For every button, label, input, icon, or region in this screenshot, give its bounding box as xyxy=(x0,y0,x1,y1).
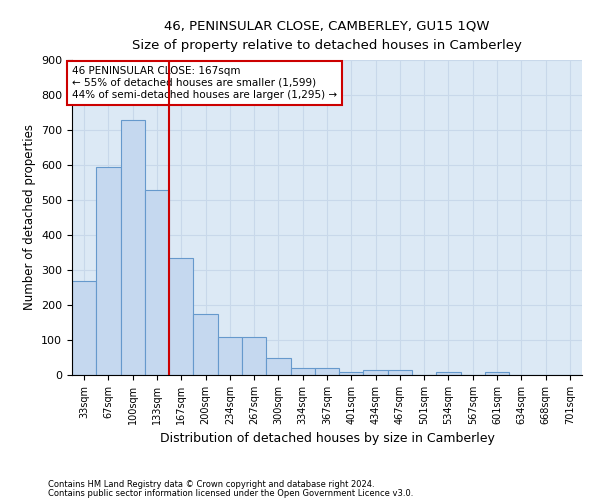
Bar xyxy=(242,336,266,375)
Bar xyxy=(96,167,121,375)
Bar xyxy=(485,372,509,375)
Bar xyxy=(72,280,96,375)
Bar xyxy=(436,372,461,375)
Text: Contains HM Land Registry data © Crown copyright and database right 2024.: Contains HM Land Registry data © Crown c… xyxy=(48,480,374,489)
Bar xyxy=(169,258,193,375)
Bar xyxy=(266,358,290,375)
Bar xyxy=(121,120,145,375)
Bar xyxy=(290,368,315,375)
Bar xyxy=(218,336,242,375)
Text: 46 PENINSULAR CLOSE: 167sqm
← 55% of detached houses are smaller (1,599)
44% of : 46 PENINSULAR CLOSE: 167sqm ← 55% of det… xyxy=(72,66,337,100)
Bar xyxy=(193,314,218,375)
Y-axis label: Number of detached properties: Number of detached properties xyxy=(23,124,35,310)
Bar xyxy=(388,370,412,375)
Text: Contains public sector information licensed under the Open Government Licence v3: Contains public sector information licen… xyxy=(48,488,413,498)
Bar xyxy=(145,190,169,375)
Bar xyxy=(364,370,388,375)
Bar xyxy=(315,368,339,375)
Bar xyxy=(339,372,364,375)
Title: 46, PENINSULAR CLOSE, CAMBERLEY, GU15 1QW
Size of property relative to detached : 46, PENINSULAR CLOSE, CAMBERLEY, GU15 1Q… xyxy=(132,20,522,52)
X-axis label: Distribution of detached houses by size in Camberley: Distribution of detached houses by size … xyxy=(160,432,494,446)
